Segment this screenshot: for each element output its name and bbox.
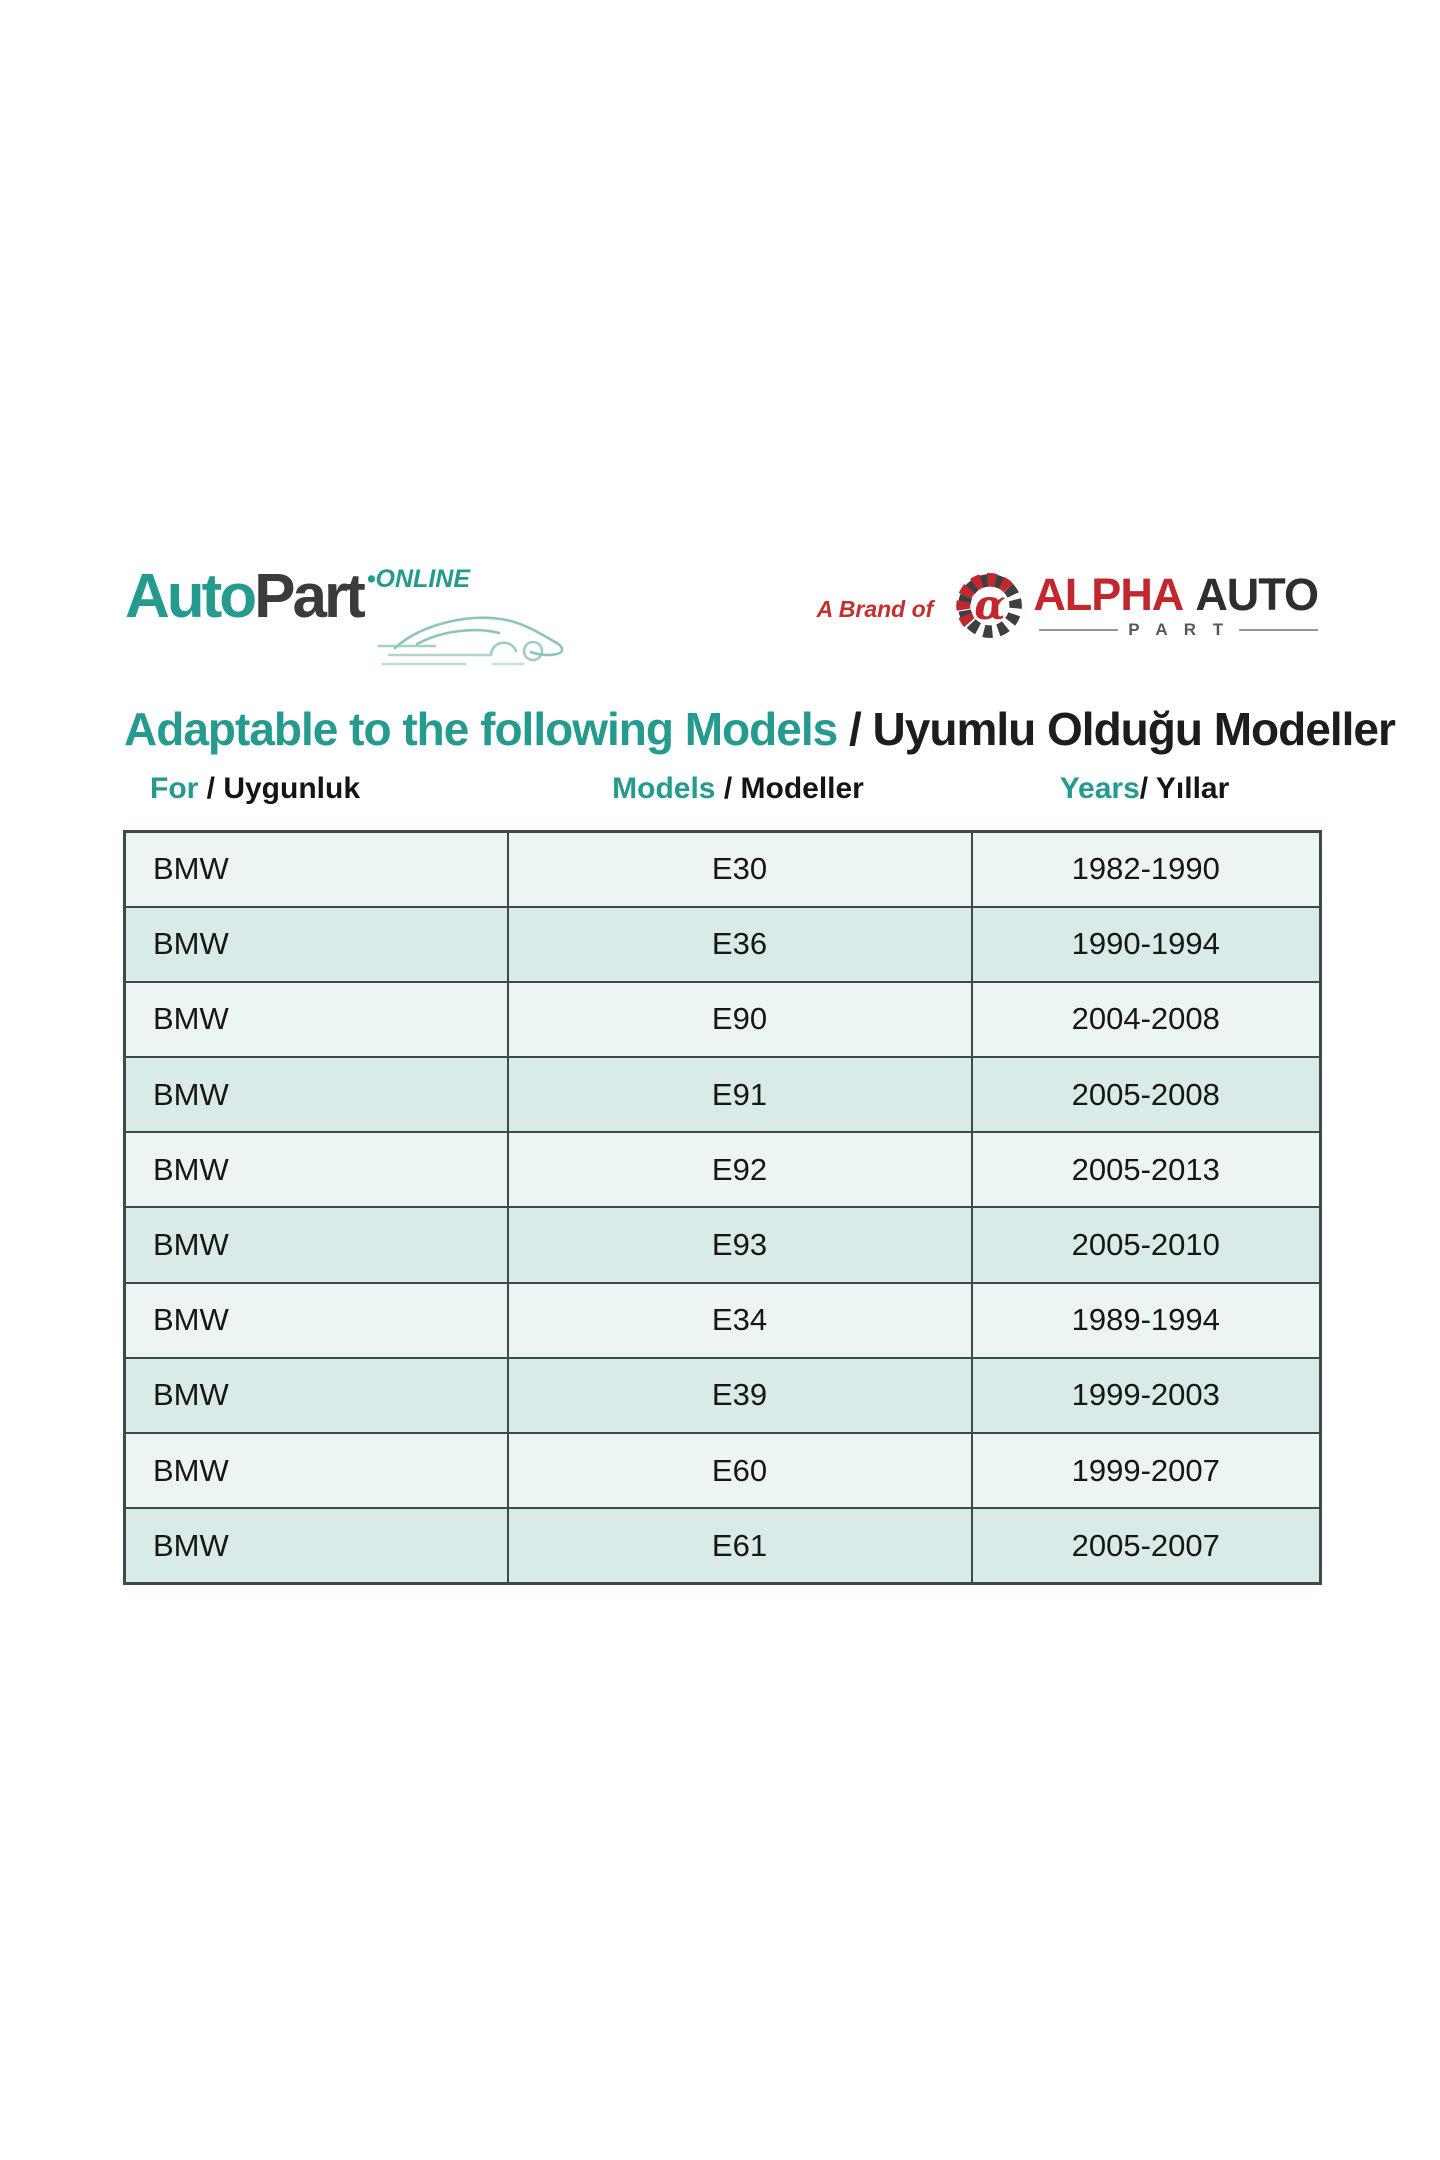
cell-model: E34 bbox=[506, 1281, 973, 1359]
auto-text: AUTO bbox=[1195, 569, 1319, 620]
table-row: BMW E39 1999-2003 bbox=[123, 1356, 1322, 1435]
table-row: BMW E91 2005-2008 bbox=[123, 1056, 1322, 1134]
cell-model: E39 bbox=[506, 1356, 973, 1435]
alpha-auto-wordmark: ALPHA AUTO P A R T bbox=[1033, 569, 1319, 640]
cell-make: BMW bbox=[123, 1056, 509, 1134]
gear-alpha-icon: α bbox=[956, 573, 1023, 638]
autopart-logo: AutoPart •ONLINE bbox=[125, 566, 585, 676]
cell-make: BMW bbox=[123, 1356, 509, 1435]
alpha-auto-logo: A Brand of α ALPHA AUTO P A R T bbox=[816, 566, 1319, 646]
compatibility-table-body: BMW E30 1982-1990 BMW E36 1990-1994 BMW … bbox=[123, 830, 1322, 1585]
compatibility-table: BMW E30 1982-1990 BMW E36 1990-1994 BMW … bbox=[123, 830, 1322, 1585]
table-row: BMW E90 2004-2008 bbox=[123, 980, 1322, 1059]
cell-model: E90 bbox=[506, 980, 973, 1059]
logo-part-text: Part bbox=[254, 562, 366, 631]
cell-make: BMW bbox=[123, 905, 509, 983]
table-row: BMW E30 1982-1990 bbox=[123, 830, 1322, 908]
cell-model: E30 bbox=[506, 830, 973, 908]
table-row: BMW E61 2005-2007 bbox=[123, 1507, 1322, 1585]
cell-model: E61 bbox=[506, 1507, 973, 1585]
table-row: BMW E60 1999-2007 bbox=[123, 1431, 1322, 1510]
table-column-headers: For / Uygunluk Models / Modeller Years/ … bbox=[123, 772, 1319, 806]
part-text: P A R T bbox=[1128, 620, 1230, 639]
brand-of-label: A Brand of bbox=[816, 595, 934, 622]
cell-model: E36 bbox=[506, 905, 973, 983]
table-row: BMW E93 2005-2010 bbox=[123, 1206, 1322, 1284]
cell-make: BMW bbox=[123, 830, 509, 908]
table-row: BMW E92 2005-2013 bbox=[123, 1131, 1322, 1209]
cell-make: BMW bbox=[123, 1131, 509, 1209]
cell-model: E60 bbox=[506, 1431, 973, 1510]
page-title-en: Adaptable to the following Models bbox=[124, 703, 838, 755]
svg-text:α: α bbox=[975, 581, 1006, 629]
cell-make: BMW bbox=[123, 1431, 509, 1510]
cell-make: BMW bbox=[123, 1281, 509, 1359]
table-row: BMW E34 1989-1994 bbox=[123, 1281, 1322, 1359]
page-title-tr: / Uyumlu Olduğu Modeller bbox=[837, 703, 1396, 755]
column-header-models: Models / Modeller bbox=[612, 772, 864, 805]
cell-model: E92 bbox=[506, 1131, 973, 1209]
cell-years: 2005-2008 bbox=[970, 1056, 1322, 1134]
car-sketch-icon bbox=[377, 616, 564, 666]
alpha-text: ALPHA bbox=[1033, 569, 1184, 620]
cell-years: 2005-2010 bbox=[970, 1206, 1322, 1284]
column-header-for: For / Uygunluk bbox=[150, 772, 361, 805]
cell-years: 1999-2007 bbox=[970, 1431, 1322, 1510]
autopart-logo-text: AutoPart •ONLINE bbox=[125, 566, 585, 628]
left-rule bbox=[1039, 629, 1119, 631]
cell-years: 2004-2008 bbox=[970, 980, 1322, 1059]
cell-model: E91 bbox=[506, 1056, 973, 1134]
cell-years: 1982-1990 bbox=[970, 830, 1322, 908]
logo-auto-text: Auto bbox=[125, 562, 257, 631]
cell-years: 2005-2013 bbox=[970, 1131, 1322, 1209]
cell-model: E93 bbox=[506, 1206, 973, 1284]
logo-online-text: •ONLINE bbox=[366, 565, 470, 593]
part-subtitle: P A R T bbox=[1033, 620, 1319, 640]
cell-years: 1990-1994 bbox=[970, 905, 1322, 983]
column-header-years: Years/ Yıllar bbox=[1059, 772, 1230, 805]
table-row: BMW E36 1990-1994 bbox=[123, 905, 1322, 983]
cell-make: BMW bbox=[123, 1507, 509, 1585]
cell-make: BMW bbox=[123, 1206, 509, 1284]
right-rule bbox=[1239, 629, 1319, 631]
page-title: Adaptable to the following Models / Uyum… bbox=[124, 702, 1396, 756]
compatibility-table-wrap: BMW E30 1982-1990 BMW E36 1990-1994 BMW … bbox=[123, 830, 1322, 1585]
cell-make: BMW bbox=[123, 980, 509, 1059]
cell-years: 1989-1994 bbox=[970, 1281, 1322, 1359]
logo-dot: • bbox=[366, 565, 376, 593]
cell-years: 2005-2007 bbox=[970, 1507, 1322, 1585]
cell-years: 1999-2003 bbox=[970, 1356, 1322, 1435]
